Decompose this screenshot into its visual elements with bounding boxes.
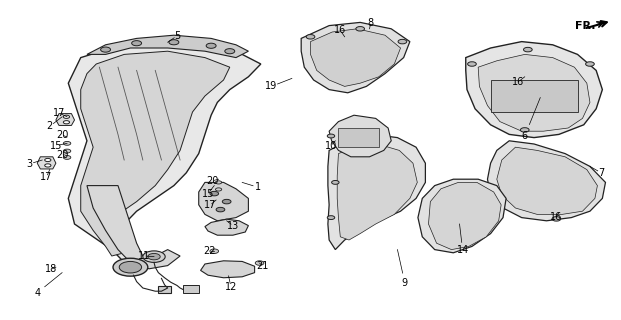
Polygon shape — [310, 29, 401, 86]
Text: 15: 15 — [50, 140, 62, 151]
Circle shape — [222, 199, 231, 204]
Circle shape — [101, 47, 111, 52]
Polygon shape — [478, 54, 590, 131]
Circle shape — [552, 217, 561, 221]
Circle shape — [327, 216, 335, 220]
Circle shape — [45, 158, 51, 162]
Circle shape — [520, 128, 529, 132]
Polygon shape — [68, 42, 261, 269]
Polygon shape — [158, 286, 171, 293]
Text: 14: 14 — [456, 245, 469, 255]
Circle shape — [524, 47, 532, 52]
Circle shape — [332, 180, 339, 184]
Polygon shape — [81, 51, 230, 256]
Polygon shape — [491, 80, 578, 112]
Text: 16: 16 — [334, 25, 347, 36]
Text: 10: 10 — [325, 140, 337, 151]
Text: FR.: FR. — [574, 20, 596, 31]
Text: 7: 7 — [598, 168, 604, 178]
Circle shape — [586, 62, 594, 66]
Circle shape — [148, 253, 160, 260]
Circle shape — [210, 191, 219, 196]
Circle shape — [113, 258, 148, 276]
Text: 22: 22 — [204, 246, 216, 256]
Text: 12: 12 — [225, 282, 237, 292]
Circle shape — [356, 27, 365, 31]
Polygon shape — [87, 35, 248, 58]
Circle shape — [210, 249, 219, 253]
Circle shape — [45, 164, 51, 167]
Text: 16: 16 — [512, 76, 525, 87]
Polygon shape — [497, 147, 597, 214]
Polygon shape — [487, 141, 605, 221]
Polygon shape — [328, 134, 425, 250]
Text: 21: 21 — [256, 260, 268, 271]
Polygon shape — [205, 219, 248, 235]
Text: 5: 5 — [174, 31, 180, 41]
Circle shape — [255, 261, 264, 265]
Circle shape — [216, 207, 225, 212]
Text: 20: 20 — [56, 149, 68, 160]
Text: 13: 13 — [227, 220, 239, 231]
Polygon shape — [201, 261, 255, 278]
Circle shape — [468, 62, 476, 66]
Text: 4: 4 — [34, 288, 40, 298]
Polygon shape — [199, 182, 248, 221]
Circle shape — [132, 41, 142, 46]
Polygon shape — [183, 285, 199, 293]
Text: 20: 20 — [56, 130, 68, 140]
Circle shape — [63, 141, 71, 145]
Polygon shape — [329, 115, 391, 157]
Text: 17: 17 — [53, 108, 65, 118]
Text: 16: 16 — [550, 212, 562, 222]
Text: 11: 11 — [138, 251, 150, 261]
Polygon shape — [37, 157, 56, 169]
Circle shape — [169, 40, 179, 45]
Text: 19: 19 — [265, 81, 278, 92]
Polygon shape — [56, 114, 75, 125]
Text: 8: 8 — [368, 18, 374, 28]
Circle shape — [63, 121, 70, 124]
Polygon shape — [418, 179, 506, 253]
Text: 1: 1 — [255, 182, 261, 192]
Circle shape — [63, 149, 71, 153]
Circle shape — [215, 181, 222, 184]
Text: 15: 15 — [202, 188, 214, 199]
Circle shape — [225, 49, 235, 54]
Text: 2: 2 — [47, 121, 53, 132]
Circle shape — [215, 188, 222, 191]
Text: 6: 6 — [522, 131, 528, 141]
Circle shape — [327, 134, 335, 138]
Polygon shape — [338, 128, 379, 147]
Text: 3: 3 — [27, 159, 33, 169]
Polygon shape — [301, 22, 410, 93]
Circle shape — [306, 35, 315, 39]
Circle shape — [63, 115, 70, 118]
Circle shape — [398, 39, 407, 44]
Circle shape — [119, 261, 142, 273]
Text: 17: 17 — [204, 200, 216, 211]
Circle shape — [143, 251, 165, 262]
Circle shape — [206, 43, 216, 48]
Polygon shape — [428, 182, 501, 250]
Circle shape — [63, 156, 71, 159]
Text: 18: 18 — [45, 264, 57, 275]
Polygon shape — [466, 42, 602, 138]
Text: 17: 17 — [40, 172, 53, 182]
Text: 20: 20 — [206, 176, 219, 186]
Polygon shape — [337, 144, 417, 240]
Polygon shape — [87, 186, 180, 269]
Text: 9: 9 — [402, 278, 408, 288]
